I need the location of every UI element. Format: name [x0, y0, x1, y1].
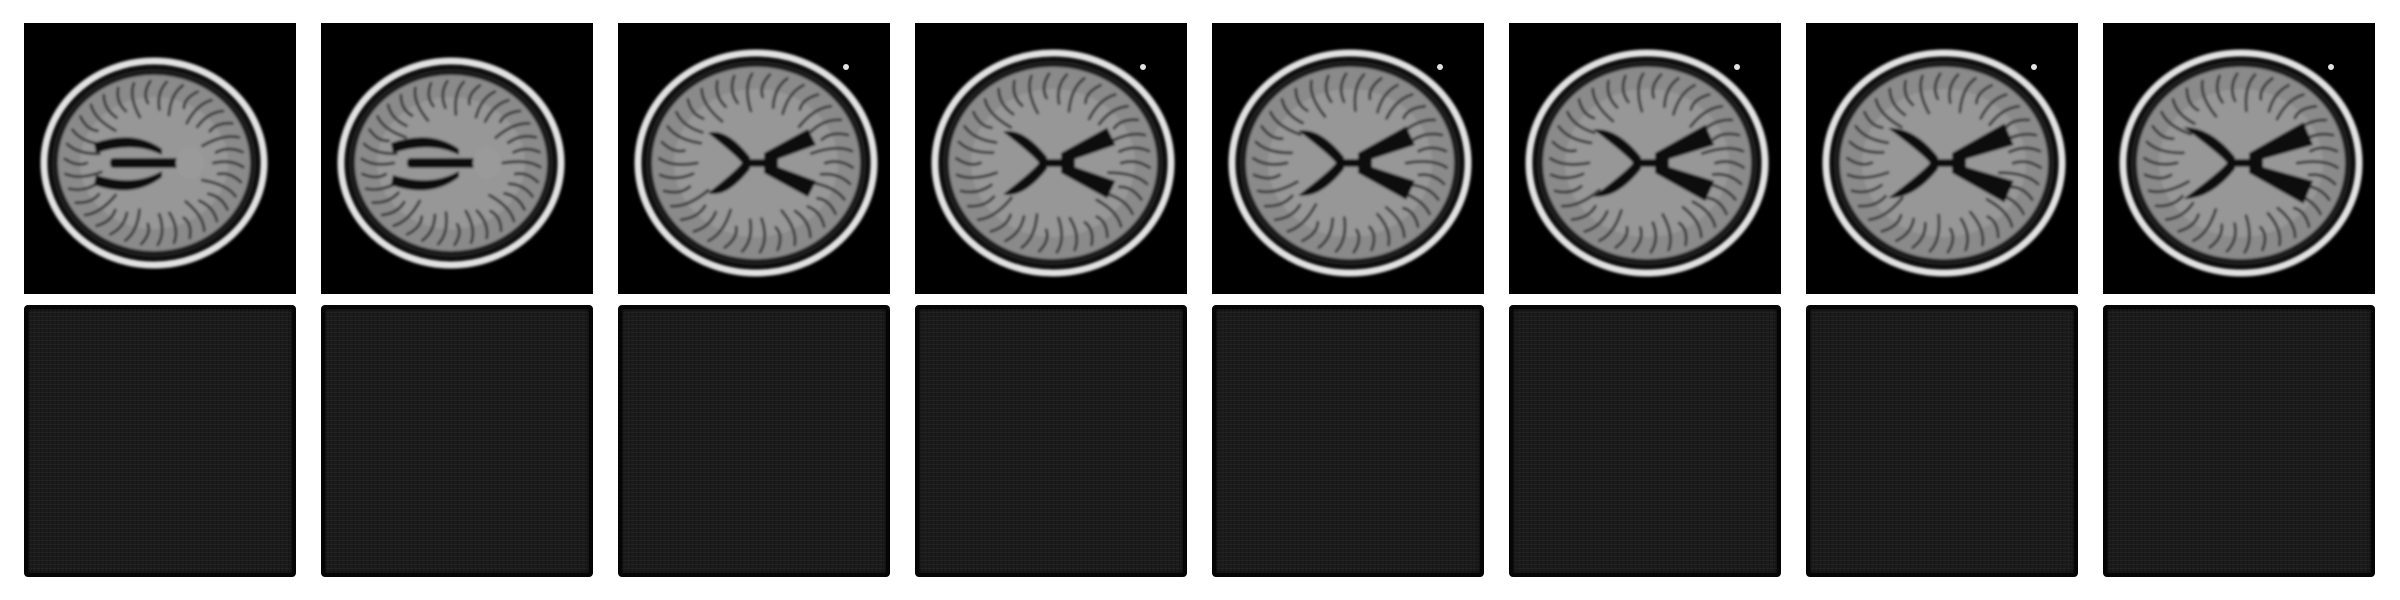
- output-slice-1: [24, 305, 296, 577]
- input-slice-6: [1509, 23, 1781, 294]
- fiducial-marker: [1140, 64, 1146, 70]
- fiducial-marker: [843, 64, 849, 70]
- brain-scan: [931, 49, 1175, 277]
- brain-scan: [337, 57, 565, 269]
- output-slice-5: [1212, 305, 1484, 577]
- input-slice-3: [618, 23, 890, 294]
- brain-scan: [1822, 49, 2066, 277]
- input-slice-5: [1212, 23, 1484, 294]
- input-slice-2: [321, 23, 593, 294]
- output-slice-6: [1509, 305, 1781, 577]
- brain-scan: [1525, 49, 1769, 277]
- fiducial-marker: [2031, 64, 2037, 70]
- brain-scan: [40, 57, 268, 269]
- fiducial-marker: [1734, 64, 1740, 70]
- output-slice-7: [1806, 305, 2078, 577]
- output-slice-3: [618, 305, 890, 577]
- output-slice-2: [321, 305, 593, 577]
- brain-scan: [2119, 49, 2363, 277]
- brain-scan: [634, 49, 878, 277]
- brain-scan: [1228, 49, 1472, 277]
- output-slice-8: [2103, 305, 2375, 577]
- input-slice-1: [24, 23, 296, 294]
- input-slice-7: [1806, 23, 2078, 294]
- fiducial-marker: [1437, 64, 1443, 70]
- input-slice-4: [915, 23, 1187, 294]
- fiducial-marker: [2328, 64, 2334, 70]
- output-slice-4: [915, 305, 1187, 577]
- input-slice-8: [2103, 23, 2375, 294]
